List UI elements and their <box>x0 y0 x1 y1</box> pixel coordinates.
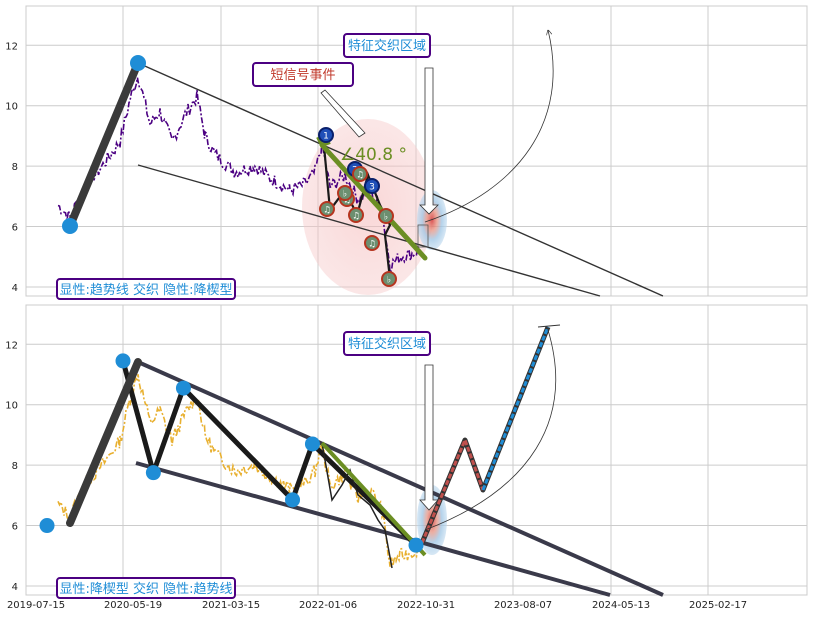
wave-point <box>408 537 424 553</box>
feature-zone-arrow-top <box>420 68 438 214</box>
x-tick-label: 2024-05-13 <box>592 600 650 611</box>
wave-point <box>285 492 301 508</box>
short-signal-label: 短信号事件 <box>270 68 335 83</box>
x-tick-label: 2022-10-31 <box>397 600 455 611</box>
signal-marker-note <box>338 186 352 200</box>
signal-marker-label: ♫ <box>368 240 376 250</box>
signal-markers: 123♫♫♫♫♫♭♭♭ <box>319 128 396 286</box>
y-tick-label: 12 <box>5 41 18 52</box>
impulse-leg-top <box>70 63 138 226</box>
signal-marker-label: ♫ <box>352 212 360 222</box>
feature-zone-label-bottom: 特征交织区域 <box>348 336 426 352</box>
signal-marker-note <box>379 209 393 223</box>
legend-label-bottom: 显性:降楔型 交织 隐性:趋势线 <box>59 581 232 597</box>
y-tick-label: 8 <box>12 162 18 173</box>
signal-marker-note <box>353 167 367 181</box>
feature-zone-arrow-bottom <box>419 364 439 511</box>
x-tick-label: 2021-03-15 <box>202 600 260 611</box>
y-tick-label: 10 <box>5 102 18 113</box>
short-signal-box: 短信号事件 <box>252 62 354 87</box>
signal-marker-label: ♭ <box>387 276 391 286</box>
signal-marker-note <box>382 272 396 286</box>
signal-marker-label: 1 <box>323 132 329 142</box>
x-tick-label: 2025-02-17 <box>689 600 747 611</box>
signal-marker-label: ♫ <box>356 171 364 181</box>
projection-up-path <box>420 435 485 544</box>
signal-marker-label: ♭ <box>343 190 347 200</box>
angle-label: ∠40.8 ° <box>340 145 407 165</box>
bottom-y-tick-labels: 4 6 8 10 12 <box>5 340 18 593</box>
wave-point-peak-top <box>130 55 146 71</box>
x-tick-label: 2020-05-19 <box>104 600 162 611</box>
wave-polyline <box>120 360 418 547</box>
wave-points <box>39 353 424 553</box>
wave-point <box>115 353 131 369</box>
wave-point <box>39 518 55 534</box>
upper-wedge-line <box>137 360 664 597</box>
projection-far-path <box>481 326 550 491</box>
slope-line <box>322 145 425 258</box>
signal-marker-label: 3 <box>369 183 375 193</box>
wave-point <box>145 465 161 481</box>
x-tick-label: 2019-07-15 <box>7 600 65 611</box>
bottom-plot-area <box>39 324 664 597</box>
impulse-leg-bottom <box>66 358 142 527</box>
lower-wedge-line <box>135 461 611 597</box>
signal-marker-number <box>365 179 379 193</box>
wave-point-start-top <box>62 218 78 234</box>
y-tick-label: 10 <box>5 401 18 412</box>
zigzag-top <box>324 146 390 279</box>
x-tick-labels: 2019-07-15 2020-05-19 2021-03-15 2022-01-06… <box>7 600 747 611</box>
x-tick-label: 2022-01-06 <box>299 600 357 611</box>
projection-cap <box>537 324 561 328</box>
signal-marker-label: ♭ <box>384 213 388 223</box>
feature-zone-box-top: 特征交织区域 <box>343 33 431 58</box>
x-tick-label: 2023-08-07 <box>494 600 552 611</box>
wave-point <box>304 436 320 452</box>
y-tick-label: 8 <box>12 461 18 472</box>
feature-zone-label-top: 特征交织区域 <box>348 38 426 54</box>
top-y-tick-labels: 4 6 8 10 12 <box>5 41 18 294</box>
price-line-bottom <box>57 374 422 567</box>
y-tick-label: 4 <box>12 582 18 593</box>
projection-arc-bottom <box>424 329 556 531</box>
short-signal-arrow <box>321 90 365 137</box>
feature-box-top <box>418 225 428 247</box>
legend-box-bottom: 显性:降楔型 交织 隐性:趋势线 <box>56 577 236 599</box>
legend-label-top: 显性:趋势线 交织 隐性:降楔型 <box>59 282 232 298</box>
y-tick-label: 6 <box>12 522 18 533</box>
y-tick-label: 6 <box>12 223 18 234</box>
top-plot-area: ∠40.8 ° 123♫♫♫♫♫♭♭♭ <box>58 30 663 296</box>
wave-point <box>175 380 191 396</box>
feature-zone-box-bottom: 特征交织区域 <box>343 331 431 356</box>
signal-marker-label: ♫ <box>323 206 331 216</box>
legend-box-top: 显性:趋势线 交织 隐性:降楔型 <box>56 278 236 300</box>
y-tick-label: 4 <box>12 283 18 294</box>
lower-trend-line-top <box>138 165 600 296</box>
slope-line-bottom <box>320 441 427 557</box>
signal-marker-note <box>320 202 334 216</box>
signal-marker-number <box>319 128 333 142</box>
upper-trend-line-top <box>138 63 663 296</box>
signal-marker-note <box>349 208 363 222</box>
signal-ellipse <box>302 119 434 295</box>
y-tick-label: 12 <box>5 340 18 351</box>
signal-marker-note <box>365 236 379 250</box>
projection-arc-top <box>425 30 553 222</box>
detail-zigzag-bottom <box>321 442 393 569</box>
